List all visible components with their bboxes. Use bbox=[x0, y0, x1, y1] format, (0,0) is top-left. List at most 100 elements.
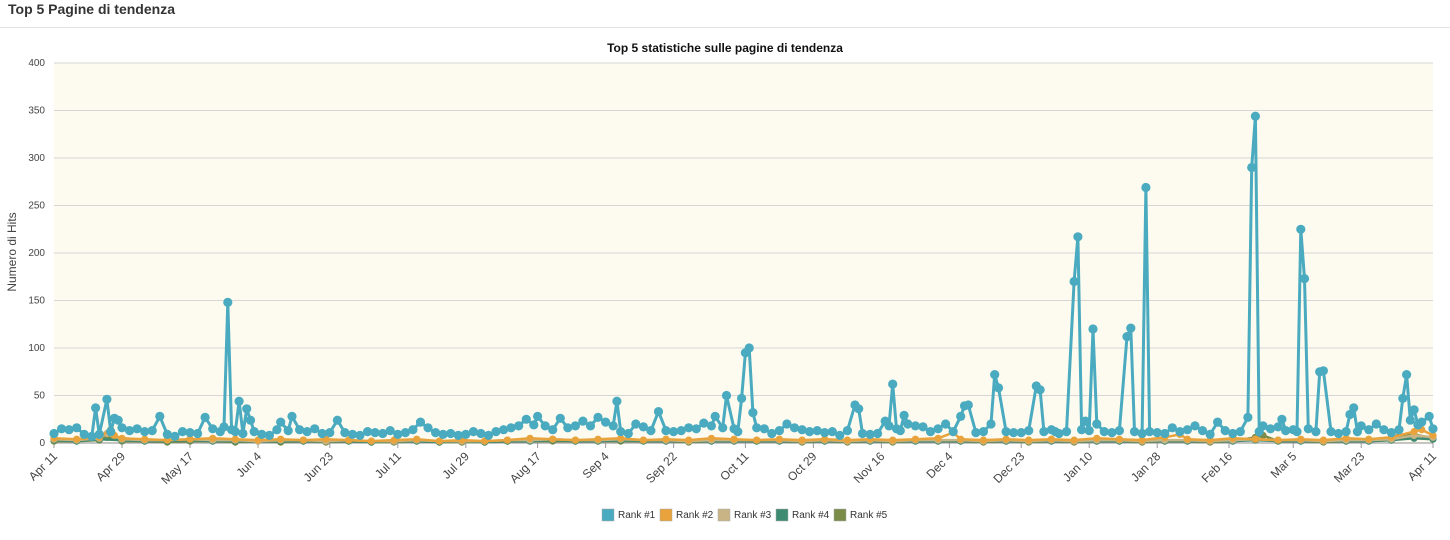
data-point[interactable] bbox=[1409, 405, 1419, 415]
data-point[interactable] bbox=[570, 421, 581, 431]
data-point[interactable] bbox=[257, 429, 267, 439]
data-point[interactable] bbox=[1039, 427, 1049, 437]
data-point[interactable] bbox=[549, 435, 557, 443]
data-point[interactable] bbox=[911, 435, 920, 443]
data-point[interactable] bbox=[730, 435, 738, 443]
data-point[interactable] bbox=[1152, 428, 1162, 438]
data-point[interactable] bbox=[223, 297, 233, 307]
data-point[interactable] bbox=[162, 429, 172, 439]
data-point[interactable] bbox=[669, 427, 679, 437]
data-point[interactable] bbox=[1160, 428, 1170, 439]
data-point[interactable] bbox=[468, 427, 478, 437]
data-point[interactable] bbox=[821, 435, 829, 443]
data-point[interactable] bbox=[1371, 419, 1381, 429]
data-point[interactable] bbox=[106, 427, 116, 437]
data-point[interactable] bbox=[767, 428, 777, 439]
data-point[interactable] bbox=[521, 414, 531, 424]
data-point[interactable] bbox=[73, 435, 81, 443]
data-point[interactable] bbox=[782, 419, 792, 429]
data-point[interactable] bbox=[662, 435, 670, 443]
data-point[interactable] bbox=[132, 424, 142, 434]
data-point[interactable] bbox=[835, 430, 845, 440]
data-point[interactable] bbox=[1386, 428, 1396, 438]
data-point[interactable] bbox=[963, 400, 973, 410]
data-point[interactable] bbox=[57, 424, 67, 434]
data-point[interactable] bbox=[1080, 416, 1090, 426]
data-point[interactable] bbox=[585, 421, 596, 431]
data-point[interactable] bbox=[1428, 424, 1438, 434]
data-point[interactable] bbox=[1247, 162, 1257, 173]
data-point[interactable] bbox=[347, 429, 358, 439]
data-point[interactable] bbox=[141, 435, 149, 443]
data-point[interactable] bbox=[461, 429, 471, 439]
data-point[interactable] bbox=[744, 343, 754, 353]
data-point[interactable] bbox=[423, 423, 433, 433]
data-point[interactable] bbox=[1107, 428, 1117, 438]
data-point[interactable] bbox=[676, 426, 686, 436]
data-point[interactable] bbox=[1093, 434, 1101, 442]
data-point[interactable] bbox=[514, 421, 524, 431]
data-point[interactable] bbox=[957, 435, 965, 443]
data-point[interactable] bbox=[865, 429, 875, 439]
data-point[interactable] bbox=[733, 427, 743, 437]
data-point[interactable] bbox=[1228, 428, 1238, 439]
legend-item[interactable]: Rank #4 bbox=[775, 508, 830, 522]
data-point[interactable] bbox=[355, 430, 365, 440]
data-point[interactable] bbox=[617, 434, 625, 442]
data-point[interactable] bbox=[1274, 436, 1282, 444]
data-point[interactable] bbox=[986, 419, 996, 429]
data-point[interactable] bbox=[1025, 436, 1033, 444]
data-point[interactable] bbox=[1088, 324, 1098, 334]
data-point[interactable] bbox=[367, 437, 375, 445]
data-point[interactable] bbox=[118, 434, 126, 442]
data-point[interactable] bbox=[918, 422, 928, 432]
data-point[interactable] bbox=[978, 427, 989, 437]
data-point[interactable] bbox=[1213, 417, 1223, 427]
legend-item[interactable]: Rank #5 bbox=[833, 508, 888, 522]
data-point[interactable] bbox=[608, 421, 618, 431]
data-point[interactable] bbox=[1273, 422, 1283, 432]
data-point[interactable] bbox=[594, 435, 602, 443]
data-point[interactable] bbox=[1197, 426, 1208, 436]
data-point[interactable] bbox=[1035, 385, 1045, 395]
data-point[interactable] bbox=[1341, 427, 1351, 437]
data-point[interactable] bbox=[854, 404, 864, 414]
data-point[interactable] bbox=[1303, 424, 1313, 434]
data-point[interactable] bbox=[170, 431, 180, 441]
data-point[interactable] bbox=[230, 427, 240, 437]
data-point[interactable] bbox=[1129, 427, 1140, 437]
data-point[interactable] bbox=[684, 423, 694, 433]
data-point[interactable] bbox=[623, 428, 633, 439]
data-point[interactable] bbox=[1114, 426, 1124, 436]
data-point[interactable] bbox=[200, 412, 210, 422]
data-point[interactable] bbox=[332, 415, 342, 425]
data-point[interactable] bbox=[1417, 417, 1427, 427]
data-point[interactable] bbox=[529, 420, 539, 430]
data-point[interactable] bbox=[1054, 428, 1064, 439]
data-point[interactable] bbox=[91, 403, 101, 413]
data-point[interactable] bbox=[1001, 427, 1011, 437]
data-point[interactable] bbox=[526, 434, 534, 442]
data-point[interactable] bbox=[789, 423, 800, 433]
data-point[interactable] bbox=[385, 426, 395, 436]
data-point[interactable] bbox=[990, 370, 1000, 380]
data-point[interactable] bbox=[903, 419, 913, 429]
data-point[interactable] bbox=[873, 428, 883, 439]
data-point[interactable] bbox=[276, 417, 286, 427]
data-point[interactable] bbox=[340, 428, 350, 438]
data-point[interactable] bbox=[499, 425, 509, 435]
data-point[interactable] bbox=[993, 383, 1004, 393]
data-point[interactable] bbox=[234, 396, 244, 406]
data-point[interactable] bbox=[1016, 428, 1026, 438]
data-point[interactable] bbox=[1138, 436, 1146, 444]
data-point[interactable] bbox=[102, 394, 112, 404]
data-point[interactable] bbox=[1175, 427, 1185, 437]
data-point[interactable] bbox=[245, 415, 256, 425]
data-point[interactable] bbox=[1061, 427, 1072, 437]
data-point[interactable] bbox=[1365, 435, 1373, 443]
data-point[interactable] bbox=[317, 428, 327, 439]
data-point[interactable] bbox=[753, 436, 761, 444]
data-point[interactable] bbox=[295, 425, 305, 435]
data-point[interactable] bbox=[699, 418, 709, 428]
data-point[interactable] bbox=[378, 428, 388, 439]
